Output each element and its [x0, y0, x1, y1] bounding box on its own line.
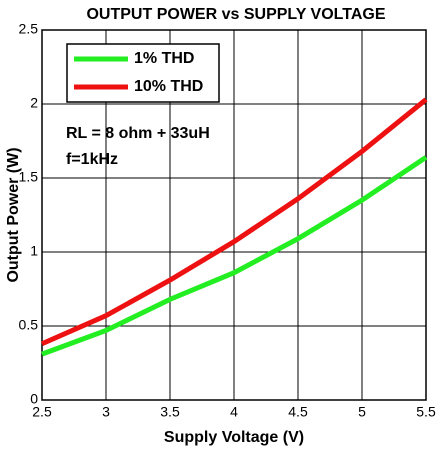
y-tick-label: 1.5: [19, 169, 39, 185]
y-tick-label: 0.5: [19, 317, 39, 333]
line-series: [40, 97, 428, 347]
x-axis-label: Supply Voltage (V): [164, 429, 304, 446]
line-series: [41, 155, 428, 357]
legend-label: 1% THD: [134, 50, 194, 67]
y-tick-label: 2: [30, 95, 38, 111]
x-tick-label: 4.5: [288, 404, 308, 420]
x-tick-label: 5: [358, 404, 366, 420]
y-axis-label: Output Power (W): [5, 147, 22, 282]
y-tick-label: 0: [30, 391, 38, 407]
x-tick-label: 5.5: [416, 404, 436, 420]
y-tick-label: 1: [30, 243, 38, 259]
x-tick-label: 3: [102, 404, 110, 420]
legend-box: [66, 43, 220, 103]
x-tick-label: 4: [230, 404, 238, 420]
annotation: RL = 8 ohm + 33uH: [66, 125, 210, 142]
chart-title: OUTPUT POWER vs SUPPLY VOLTAGE: [86, 6, 385, 23]
annotation: f=1kHz: [66, 151, 118, 168]
legend-label: 10% THD: [134, 78, 203, 95]
y-tick-label: 2.5: [19, 21, 39, 37]
plot-frame: [41, 29, 427, 401]
x-tick-label: 2.5: [32, 404, 52, 420]
x-tick-label: 3.5: [160, 404, 180, 420]
